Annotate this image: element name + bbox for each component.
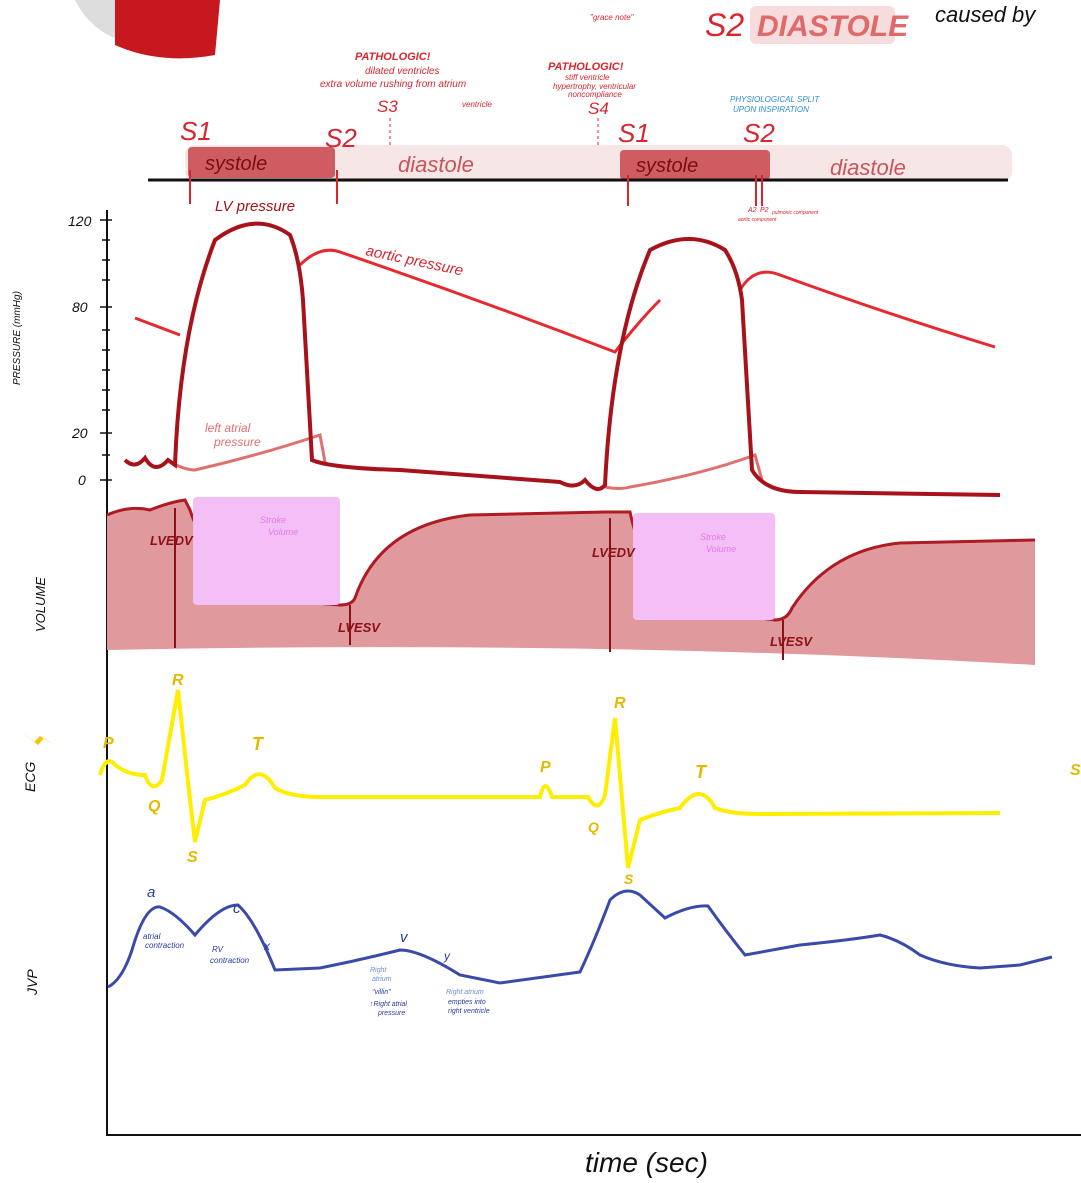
- icon: [20, 730, 56, 746]
- lvesv: LVESV: [338, 620, 381, 635]
- sv: Volume: [706, 544, 736, 554]
- jvp-wave: a: [147, 884, 155, 901]
- icon: [75, 0, 120, 40]
- ecg-wave: S: [187, 849, 198, 866]
- note: RV: [212, 945, 224, 954]
- wiggers-diagram: S2 DIASTOLE caused by "grace note" PATHO…: [0, 0, 1081, 1183]
- note: pressure: [377, 1010, 405, 1017]
- ecg-wave: S: [1070, 762, 1081, 779]
- note: stiff ventricle: [565, 73, 610, 82]
- diastole: diastole: [398, 152, 474, 177]
- tick-label: 120: [68, 213, 92, 229]
- note: contraction: [145, 941, 185, 950]
- note: UPON INSPIRATION: [733, 105, 809, 114]
- y-axis-label: PRESSURE (mmHg): [12, 291, 23, 385]
- ecg-wave: R: [172, 672, 184, 689]
- note: "grace note": [590, 13, 635, 22]
- note: pulmonic component: [771, 210, 819, 216]
- note: dilated ventricles: [365, 66, 439, 77]
- systole: systole: [636, 155, 698, 177]
- note: PATHOLOGIC!: [548, 61, 624, 73]
- note: empties into: [448, 999, 486, 1006]
- lvesv: LVESV: [770, 634, 813, 649]
- sv: Stroke: [260, 515, 286, 525]
- lv-label: LV pressure: [215, 198, 295, 215]
- lvedv: LVEDV: [150, 533, 194, 548]
- caused-by: caused by: [935, 2, 1037, 27]
- ecg-wave: P: [540, 759, 551, 776]
- ecg-wave: Q: [588, 819, 599, 835]
- ecg-wave: Q: [148, 798, 161, 815]
- tick-label: 20: [71, 425, 88, 441]
- icon: [115, 0, 220, 58]
- tick-label: 80: [72, 299, 88, 315]
- note: PATHOLOGIC!: [355, 51, 431, 63]
- sv: Volume: [268, 527, 298, 537]
- stroke-volume: [633, 513, 775, 620]
- systole: systole: [205, 153, 267, 175]
- ecg-wave: P: [103, 735, 114, 752]
- note: PHYSIOLOGICAL SPLIT: [730, 95, 820, 104]
- stroke-volume: [193, 497, 340, 605]
- tick-label: 0: [78, 472, 86, 488]
- atrial-label: pressure: [213, 435, 261, 449]
- jvp-wave: c: [233, 900, 241, 917]
- s2-title: S2: [705, 7, 744, 43]
- note: Right atrium: [446, 989, 484, 996]
- note: extra volume rushing from atrium: [320, 79, 466, 90]
- y-axis-label: VOLUME: [33, 577, 48, 632]
- note: aortic component: [738, 217, 777, 223]
- s4-label: S4: [588, 99, 609, 118]
- sv: Stroke: [700, 532, 726, 542]
- p2: P2: [760, 207, 769, 214]
- note: right ventricle: [448, 1008, 490, 1015]
- diastole-badge: DIASTOLE: [757, 10, 909, 43]
- jvp-wave: v: [400, 929, 409, 946]
- a2: A2: [747, 207, 757, 214]
- lvedv: LVEDV: [592, 545, 636, 560]
- y-axis-label: ECG: [22, 762, 38, 792]
- note: contraction: [210, 956, 250, 965]
- s1: S1: [180, 116, 212, 146]
- s2: S2: [743, 118, 775, 148]
- y-axis-label: JVP: [24, 969, 40, 996]
- ecg-trace: [100, 690, 1000, 868]
- jvp-trace: [108, 891, 1052, 987]
- atrial-label: left atrial: [205, 421, 251, 435]
- note: atrial: [143, 932, 161, 941]
- note: atrium: [372, 976, 392, 983]
- diastole: diastole: [830, 155, 906, 180]
- note: "villin": [372, 989, 391, 996]
- s3-label: S3: [377, 97, 398, 116]
- aortic-pressure: [135, 250, 995, 352]
- note: ventricle: [462, 100, 492, 109]
- note: ↑Right atrial: [370, 1001, 407, 1008]
- jvp-wave: y: [443, 949, 451, 963]
- note: noncompliance: [568, 90, 622, 99]
- s2: S2: [325, 123, 357, 153]
- ecg-wave: R: [614, 695, 626, 712]
- note: Right: [370, 967, 387, 974]
- aortic-label: aortic pressure: [364, 242, 465, 279]
- jvp-wave: x: [263, 939, 271, 953]
- ecg-wave: T: [695, 762, 708, 782]
- x-axis-label: time (sec): [585, 1147, 708, 1178]
- ecg-wave: S: [624, 871, 634, 887]
- s1: S1: [618, 118, 650, 148]
- axes: [107, 210, 1081, 1135]
- ecg-wave: T: [252, 734, 265, 754]
